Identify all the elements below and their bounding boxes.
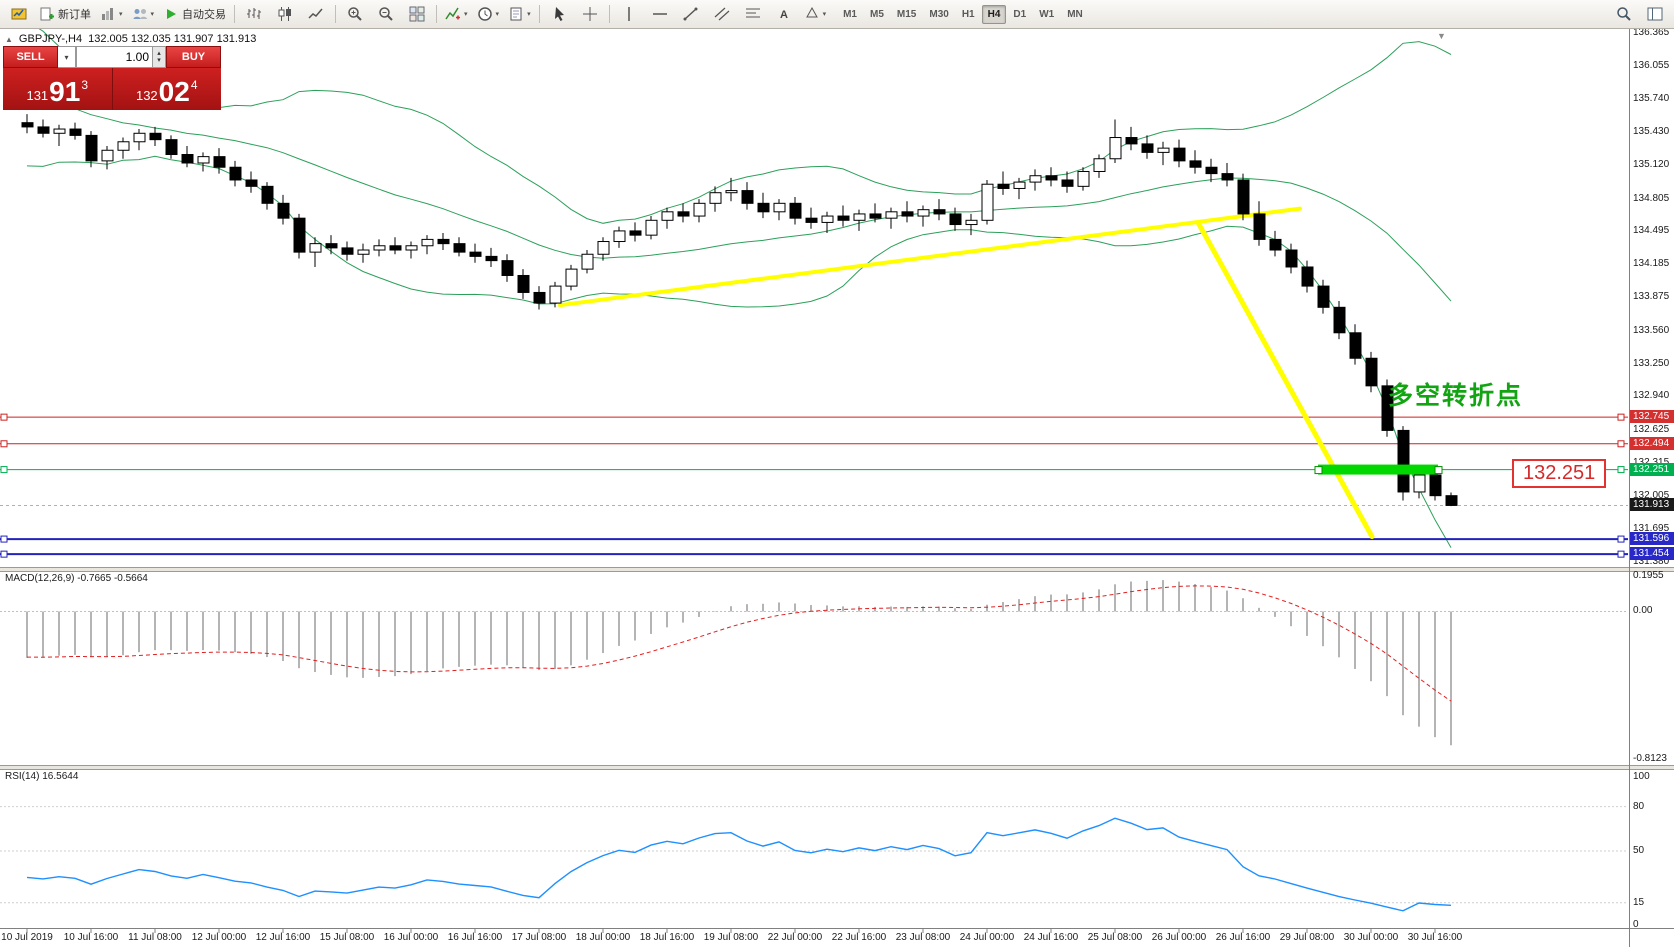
timeframe-w1-button[interactable]: W1 [1039,8,1055,20]
hline-button[interactable] [645,2,675,26]
rsi-line [26,817,1452,912]
svg-text:A: A [780,9,788,21]
chevron-down-icon: ▾ [464,11,468,18]
timeframe-d1-button[interactable]: D1 [1013,8,1027,20]
timeframe-m15-button[interactable]: M15 [896,8,917,20]
panels-button[interactable] [1640,2,1670,26]
vline-button[interactable] [614,2,644,26]
vline-icon [627,7,630,21]
periods-button[interactable]: ▾ [473,2,504,26]
toolbar: 新订单 ▾ ▾ 自动交易 ▾ ▾ ▾ A ▾ M1 M5 M15 M30 H1 H4 D1 W1 MN [0,0,1674,29]
search-button[interactable] [1609,2,1639,26]
bars-icon [247,8,262,19]
zoom-in-button[interactable] [340,2,370,26]
clock-icon [477,7,492,21]
support-highlight-bar[interactable] [1314,464,1443,475]
price-scale-border [1629,29,1630,947]
shapes-button[interactable]: ▾ [800,2,831,26]
fibonacci-button[interactable] [738,2,768,26]
crosshair-icon [582,7,597,21]
zoom-in-icon [348,7,362,21]
toolbar-separator [538,5,540,23]
macd-pane [0,580,1628,746]
profiles-button[interactable]: ▾ [128,2,159,26]
toolbar-separator [608,5,610,23]
app-icon-button[interactable] [4,2,34,26]
line-icon [308,8,323,19]
main-pane [0,29,1628,558]
text-icon: A [780,9,788,21]
channel-icon [714,7,729,21]
candles [21,114,1458,507]
timeframe-m5-button[interactable]: M5 [870,8,884,20]
indicators-icon [445,7,461,20]
channel-button[interactable] [707,2,737,26]
chevron-down-icon: ▾ [119,11,123,18]
rsi-pane [0,806,1628,912]
new-order-icon [40,7,54,21]
timeframe-m30-button[interactable]: M30 [929,8,949,20]
new-chart-icon [102,8,113,20]
chevron-down-icon: ▾ [527,11,531,18]
cursor-icon [554,7,564,21]
shapes-icon [805,6,818,18]
search-icon [1617,7,1631,21]
yellow-trendline-2[interactable] [1195,219,1375,540]
template-icon [510,7,522,21]
level-line-132.745[interactable] [0,413,1628,421]
trendline-icon [683,7,698,21]
line-chart-button[interactable] [301,2,331,26]
new-order-button[interactable]: 新订单 [35,2,95,26]
templates-button[interactable]: ▾ [504,2,535,26]
auto-trading-button[interactable]: 自动交易 [159,2,230,26]
macd-signal-line [26,585,1452,702]
timeframe-mn-button[interactable]: MN [1067,8,1083,20]
trendline-button[interactable] [676,2,706,26]
timeframe-group: M1 M5 M15 M30 H1 H4 D1 W1 MN [837,4,1089,24]
chevron-down-icon: ▾ [495,11,500,18]
timeframe-h1-button[interactable]: H1 [961,8,975,20]
app-icon [11,8,27,20]
zoom-out-button[interactable] [371,2,401,26]
candlestick-chart-button[interactable] [270,2,300,26]
timeframe-m1-button[interactable]: M1 [843,8,857,20]
cursor-button[interactable] [544,2,574,26]
toolbar-separator [335,5,337,23]
new-order-button-label: 新订单 [58,9,91,21]
bollinger-middle-band [26,93,1452,302]
zoom-out-icon [379,7,393,21]
profiles-icon [133,9,147,19]
hline-icon [652,13,667,15]
bar-chart-button[interactable] [239,2,269,26]
text-button[interactable]: A [769,2,799,26]
bollinger-upper-band [38,29,1452,224]
pane-separator-main-macd[interactable] [0,567,1674,572]
play-icon [167,9,177,19]
tile-windows-button[interactable] [402,2,432,26]
time-axis-border [0,928,1674,929]
tile-icon [409,6,425,22]
timeframe-h4-button[interactable]: H4 [981,4,1007,24]
new-chart-button[interactable]: ▾ [96,2,127,26]
chevron-down-icon: ▾ [150,11,155,18]
fibo-icon [745,8,760,18]
layout-icon [1647,7,1663,21]
pane-separator-macd-rsi[interactable] [0,765,1674,770]
candles-icon [278,7,292,21]
level-line-131.596[interactable] [0,535,1628,543]
macd-histogram [26,580,1452,746]
chevron-down-icon: ▾ [822,11,827,18]
indicators-button[interactable]: ▾ [441,2,472,26]
crosshair-button[interactable] [575,2,605,26]
level-line-132.494[interactable] [0,440,1628,448]
toolbar-separator [234,5,236,23]
yellow-trendline-1[interactable] [558,206,1302,308]
level-line-131.454[interactable] [0,550,1628,558]
toolbar-separator [436,5,438,23]
auto-trading-button-label: 自动交易 [182,9,227,21]
